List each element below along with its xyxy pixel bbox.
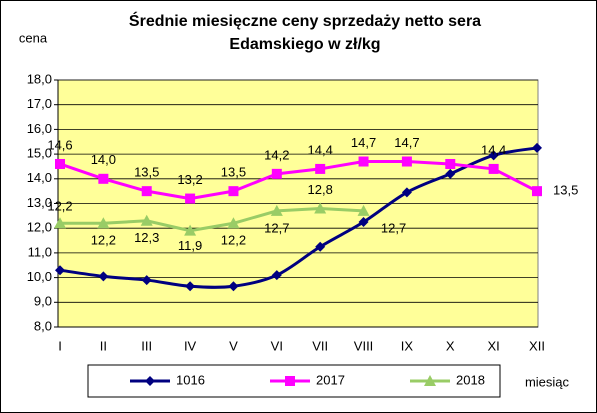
legend-label: 2017 — [316, 372, 345, 387]
x-tick-label: II — [100, 338, 107, 353]
legend-label: 1016 — [176, 372, 205, 387]
data-label: 12,2 — [91, 233, 116, 248]
data-point — [314, 202, 327, 214]
x-tick-label: VII — [312, 338, 328, 353]
data-point — [97, 217, 110, 229]
data-label: 11,9 — [178, 238, 202, 253]
data-point — [358, 217, 369, 228]
data-label: 12,7 — [264, 220, 289, 235]
y-tick-label: 10,0 — [27, 269, 52, 284]
data-point — [228, 281, 239, 292]
legend-label: 2018 — [456, 372, 485, 387]
data-point — [532, 142, 542, 153]
y-tick-label: 14,0 — [27, 170, 52, 185]
data-point — [315, 163, 326, 174]
data-point — [357, 204, 370, 216]
y-tick-label: 13,0 — [27, 195, 52, 210]
data-point — [54, 217, 66, 229]
y-tick-label: 18,0 — [27, 71, 52, 86]
data-label: 13,5 — [553, 183, 578, 198]
data-point — [445, 168, 456, 179]
x-tick-label: IV — [184, 338, 197, 353]
data-label: 13,5 — [134, 165, 159, 180]
x-tick-label: VIII — [354, 338, 374, 353]
data-point — [141, 275, 152, 286]
data-point — [488, 150, 499, 161]
data-point — [140, 214, 153, 226]
series-line — [60, 206, 364, 233]
x-tick-label: XII — [529, 338, 545, 353]
y-tick-label: 17,0 — [27, 96, 52, 111]
legend-marker — [424, 375, 436, 386]
data-label: 14,0 — [91, 152, 116, 167]
data-point — [227, 217, 240, 229]
x-tick-label: XI — [487, 338, 499, 353]
x-tick-label: I — [58, 338, 62, 353]
series-line — [59, 160, 538, 201]
x-tick-label: VI — [271, 338, 283, 353]
data-label: 12,2 — [47, 199, 72, 214]
data-point — [271, 168, 282, 179]
data-label: 14,4 — [481, 142, 506, 157]
data-point — [185, 193, 196, 204]
data-point — [55, 265, 65, 276]
data-point — [488, 163, 499, 174]
legend-marker — [285, 376, 295, 386]
data-label: 13,2 — [177, 172, 202, 187]
data-label: 12,8 — [308, 182, 333, 197]
data-label: 14,4 — [308, 142, 333, 157]
data-point — [315, 241, 326, 252]
y-tick-label: 11,0 — [28, 244, 52, 259]
x-tick-label: X — [446, 338, 455, 353]
data-label: 12,7 — [381, 220, 406, 235]
data-label: 13,5 — [221, 165, 246, 180]
y-tick-label: 16,0 — [27, 121, 52, 136]
y-axis-label: cena — [19, 30, 48, 45]
y-tick-label: 9,0 — [34, 294, 52, 309]
data-label: 14,7 — [351, 135, 376, 150]
x-tick-label: III — [141, 338, 152, 353]
data-point — [141, 186, 152, 197]
y-tick-label: 8,0 — [34, 318, 52, 333]
data-label: 12,2 — [221, 233, 246, 248]
y-tick-label: 15,0 — [27, 146, 52, 161]
data-point — [185, 281, 196, 292]
data-point — [270, 204, 283, 216]
data-label: 14,7 — [394, 135, 419, 150]
y-tick-label: 12,0 — [27, 220, 52, 235]
data-point — [401, 156, 412, 167]
x-axis-label: miesiąc — [525, 374, 570, 389]
x-tick-label: IX — [401, 338, 414, 353]
data-point — [271, 270, 282, 281]
data-point — [228, 186, 239, 197]
data-point — [445, 158, 456, 169]
chart-title: Średnie miesięczne ceny sprzedaży netto … — [129, 11, 481, 30]
data-point — [184, 224, 197, 236]
data-point — [358, 156, 369, 167]
data-point — [55, 158, 65, 169]
data-point — [532, 186, 542, 197]
data-point — [98, 173, 109, 184]
legend-marker — [145, 376, 155, 386]
data-point — [401, 187, 412, 198]
data-label: 12,3 — [134, 230, 159, 245]
data-point — [98, 271, 109, 282]
data-label: 14,2 — [264, 147, 289, 162]
x-tick-label: V — [229, 338, 238, 353]
chart-subtitle: Edamskiego w zł/kg — [229, 36, 380, 53]
data-label: 14,6 — [47, 137, 72, 152]
